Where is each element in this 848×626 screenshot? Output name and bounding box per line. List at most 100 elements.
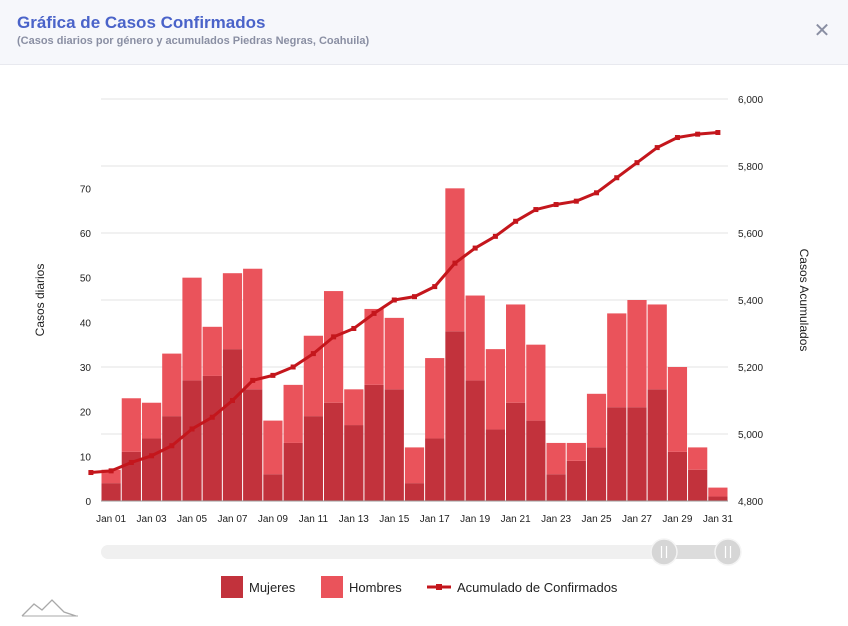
navigator-selected-range[interactable] [664,545,729,559]
bar-hombres[interactable] [323,291,344,403]
bar-mujeres[interactable] [162,416,182,501]
grip-handle-icon[interactable] [650,538,678,566]
bar-mujeres[interactable] [465,380,485,501]
bar-mujeres[interactable] [303,416,323,501]
point-acumulado[interactable] [452,260,458,266]
point-acumulado[interactable] [149,453,155,459]
bar-hombres[interactable] [546,442,566,475]
bar-hombres[interactable] [404,447,425,484]
point-acumulado[interactable] [412,294,417,300]
point-acumulado[interactable] [533,207,539,213]
point-acumulado[interactable] [169,443,175,449]
bar-hombres[interactable] [162,353,182,417]
range-navigator[interactable] [101,538,742,566]
close-icon[interactable]: ✕ [813,20,831,42]
bar-hombres[interactable] [101,469,121,484]
legend-item-hombres[interactable]: Hombres [321,576,402,598]
bar-mujeres[interactable] [425,438,445,501]
point-acumulado[interactable] [432,284,438,290]
bar-mujeres[interactable] [485,429,506,501]
point-acumulado[interactable] [553,202,559,208]
point-acumulado[interactable] [310,351,316,357]
point-acumulado[interactable] [331,334,337,340]
point-acumulado[interactable] [371,310,377,316]
bar-mujeres[interactable] [566,460,586,501]
bar-mujeres[interactable] [607,407,627,501]
bar-hombres[interactable] [566,442,586,461]
grip-handle-icon[interactable] [714,538,742,566]
point-acumulado[interactable] [209,414,215,420]
point-acumulado[interactable] [88,470,94,476]
point-acumulado[interactable] [674,135,680,141]
point-acumulado[interactable] [492,233,498,239]
point-acumulado[interactable] [391,297,397,303]
bar-mujeres[interactable] [586,447,607,501]
bar-mujeres[interactable] [263,474,283,501]
bar-hombres[interactable] [506,304,526,403]
bar-hombres[interactable] [243,268,263,390]
point-acumulado[interactable] [189,426,195,432]
bar-hombres[interactable] [283,384,303,443]
point-acumulado[interactable] [250,377,256,383]
bar-hombres[interactable] [141,402,162,439]
bar-mujeres[interactable] [526,420,546,501]
bar-hombres[interactable] [425,358,445,439]
point-acumulado[interactable] [715,130,721,135]
bar-hombres[interactable] [344,389,364,426]
bar-mujeres[interactable] [546,474,566,501]
bar-mujeres[interactable] [283,442,303,501]
point-acumulado[interactable] [351,325,357,331]
bar-mujeres[interactable] [101,483,121,501]
bar-mujeres[interactable] [688,469,708,501]
bar-hombres[interactable] [121,398,141,452]
point-acumulado[interactable] [695,131,701,137]
bar-mujeres[interactable] [141,438,162,501]
bar-hombres[interactable] [647,304,667,390]
point-acumulado[interactable] [128,459,134,465]
point-acumulado[interactable] [472,245,478,251]
bar-mujeres[interactable] [384,389,404,501]
bar-mujeres[interactable] [243,389,263,501]
point-acumulado[interactable] [513,218,519,224]
legend-item-acumulado[interactable]: Acumulado de Confirmados [427,580,618,595]
bar-mujeres[interactable] [323,402,344,501]
bar-mujeres[interactable] [182,380,202,501]
bar-hombres[interactable] [607,313,627,408]
bar-hombres[interactable] [526,344,546,421]
bar-mujeres[interactable] [708,496,728,501]
bar-hombres[interactable] [263,420,283,475]
bar-hombres[interactable] [688,447,708,470]
bar-hombres[interactable] [202,326,222,376]
bar-hombres[interactable] [708,487,728,497]
point-acumulado[interactable] [573,198,579,204]
point-acumulado[interactable] [594,190,600,196]
bar-hombres[interactable] [445,188,465,332]
bar-hombres[interactable] [465,295,485,381]
point-acumulado[interactable] [654,145,660,151]
bar-hombres[interactable] [364,308,384,385]
point-acumulado[interactable] [290,364,296,370]
bar-mujeres[interactable] [506,402,526,501]
bar-hombres[interactable] [586,393,607,448]
point-acumulado[interactable] [634,160,640,166]
bar-hombres[interactable] [485,349,506,430]
bar-mujeres[interactable] [222,349,243,501]
bar-mujeres[interactable] [627,407,647,501]
bar-mujeres[interactable] [667,451,688,501]
bar-hombres[interactable] [182,277,202,381]
point-acumulado[interactable] [229,398,235,403]
bar-hombres[interactable] [384,317,404,390]
bar-hombres[interactable] [627,300,647,408]
bar-mujeres[interactable] [344,425,364,501]
navigator-track[interactable] [101,545,728,559]
bar-mujeres[interactable] [404,483,425,501]
bar-mujeres[interactable] [202,375,222,501]
point-acumulado[interactable] [614,175,620,181]
legend-item-mujeres[interactable]: Mujeres [221,576,296,598]
bar-mujeres[interactable] [364,384,384,501]
bar-hombres[interactable] [222,273,243,350]
bar-mujeres[interactable] [445,331,465,501]
bar-mujeres[interactable] [647,389,667,501]
point-acumulado[interactable] [108,468,114,474]
point-acumulado[interactable] [270,372,276,378]
